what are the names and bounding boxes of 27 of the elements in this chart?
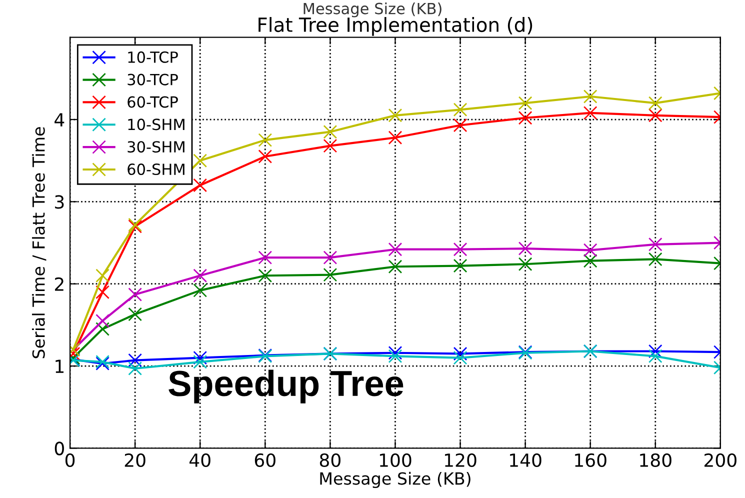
legend-label: 10-SHM (128, 118, 184, 130)
x-tick-label: 160 (575, 453, 606, 468)
y-tick-label: 0 (54, 442, 64, 456)
x-tick-label: 40 (190, 453, 210, 468)
x-tick-label: 100 (380, 453, 412, 468)
y-tick-label: 2 (55, 277, 64, 291)
chart-title: Flat Tree Implementation (d) (258, 17, 532, 36)
x-tick-label: 120 (445, 453, 476, 468)
x-tick-label: 200 (704, 453, 736, 468)
y-tick-label: 1 (56, 360, 64, 373)
legend-label: 30-SHM (128, 141, 184, 153)
x-axis-title: Message Size (KB) (320, 472, 470, 488)
x-tick-label: 60 (254, 453, 276, 468)
annotation: Speedup Tree (168, 370, 404, 404)
y-axis-title: Serial Time / Flatt Tree Time (32, 127, 46, 358)
text: Message Size (KB) (304, 2, 442, 18)
x-tick-label: 0 (65, 453, 75, 468)
x-tick-label: 20 (124, 453, 146, 468)
legend-label: 10-TCP (128, 51, 178, 63)
x-tick-label: 80 (320, 453, 340, 468)
x-tick-label: 140 (510, 453, 542, 468)
legend-label: 60-TCP (128, 96, 178, 108)
legend-label: 60-SHM (128, 163, 184, 176)
legend-label: 30-TCP (128, 74, 178, 86)
y-tick-label: 4 (54, 113, 64, 126)
y-tick-label: 3 (55, 195, 64, 209)
x-tick-label: 180 (640, 453, 672, 468)
